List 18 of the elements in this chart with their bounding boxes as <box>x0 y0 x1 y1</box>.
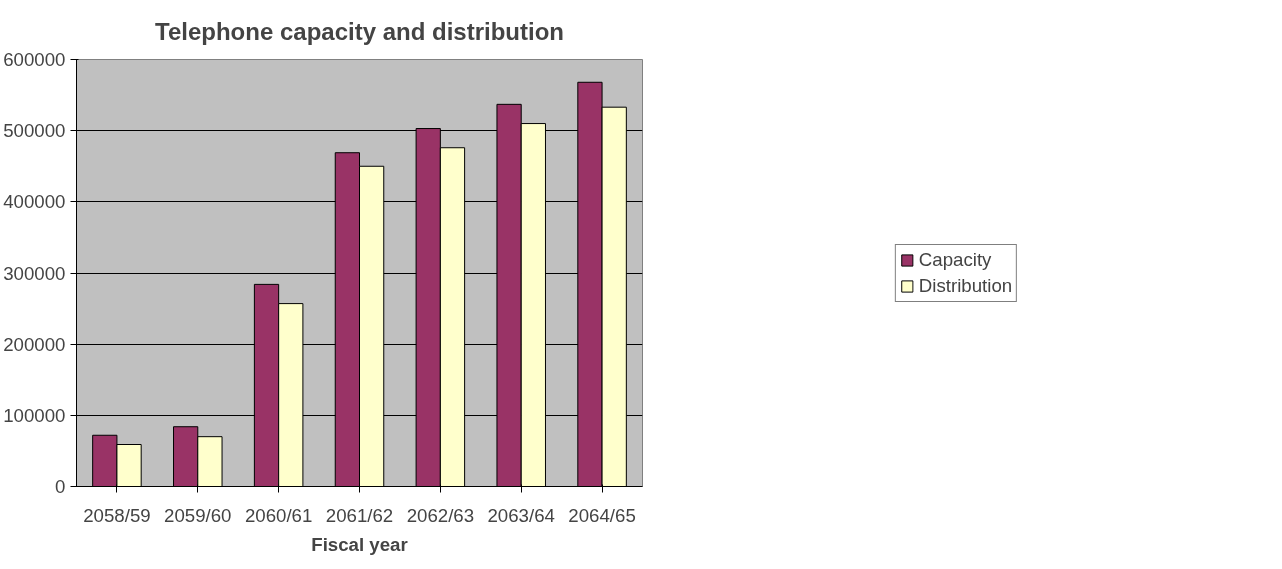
x-tick-label: 2063/64 <box>487 504 555 526</box>
x-tick-label: 2060/61 <box>244 504 313 526</box>
y-tick-label: 500000 <box>3 120 66 142</box>
legend-label: Capacity <box>918 248 992 271</box>
legend-label: Distribution <box>918 274 1013 297</box>
chart-title: Telephone capacity and distribution <box>155 17 564 45</box>
x-tick-label: 2064/65 <box>568 504 636 526</box>
x-tick-label: 2061/62 <box>325 504 394 526</box>
x-tick-label: 2058/59 <box>83 504 151 526</box>
x-tick-label: 2059/60 <box>164 504 232 526</box>
y-tick-label: 200000 <box>3 333 66 355</box>
y-tick-label: 600000 <box>3 49 66 70</box>
y-tick-label: 300000 <box>3 262 66 284</box>
y-tick-label: 400000 <box>3 191 66 213</box>
x-axis-title: Fiscal year <box>311 533 408 555</box>
x-tick-label: 2062/63 <box>406 504 475 526</box>
y-tick-label: 100000 <box>3 404 66 426</box>
y-tick-label: 0 <box>55 476 66 497</box>
